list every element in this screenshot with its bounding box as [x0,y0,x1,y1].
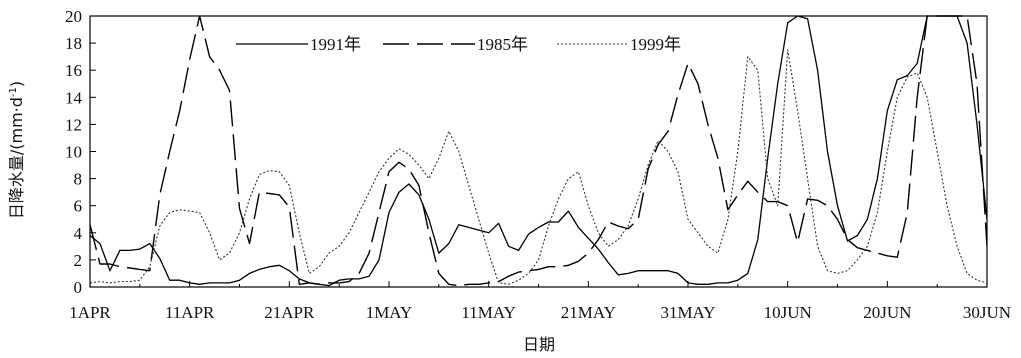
y-tick-label: 12 [65,115,82,134]
legend-label-1: 1991年 [310,35,361,54]
y-tick-label: 18 [65,34,82,53]
y-tick-label: 4 [74,224,83,243]
series-line-1 [90,15,987,287]
y-tick-label: 16 [65,61,82,80]
series-line-3 [90,49,987,285]
y-axis-title-sup: -1 [8,87,19,97]
x-tick-label: 30JUN [963,303,1011,322]
x-tick-label: 21MAY [561,303,616,322]
axes-layer: 0 2 4 6 8 10 12 14 16 18 20 1APR 11APR 21APR 1MAY 11MAY… [65,7,1011,322]
x-tick-label: 20JUN [863,303,911,322]
y-tick-label: 20 [65,7,82,26]
y-tick-label: 6 [74,197,83,216]
y-tick-label: 0 [74,278,83,297]
y-axis-title-close: ) [7,81,26,87]
y-tick-label: 14 [65,88,83,107]
series-layer [90,15,987,287]
x-tick-label: 31MAY [660,303,715,322]
x-tick-label: 21APR [264,303,315,322]
x-tick-label: 11MAY [461,303,515,322]
y-tick-label: 8 [74,170,83,189]
y-axis-title-main: 日降水量/(mm·d [7,97,26,219]
legend: 1991年 1985年 1999年 [236,35,681,54]
y-tick-label: 2 [74,251,83,270]
legend-label-2: 1985年 [477,35,528,54]
y-tick-label: 10 [65,143,82,162]
x-tick-label: 10JUN [764,303,812,322]
plot-frame [89,15,988,288]
series-line-2 [90,15,987,287]
x-tick-label: 1MAY [366,303,413,322]
y-axis-title: 日降水量/(mm·d-1) [7,81,26,219]
x-axis-title: 日期 [523,335,555,354]
x-tick-label: 1APR [69,303,111,322]
x-tick-label: 11APR [165,303,215,322]
legend-label-3: 1999年 [630,35,681,54]
